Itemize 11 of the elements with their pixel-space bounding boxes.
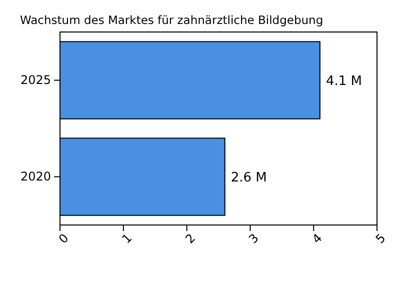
y-tick-label: 2020 — [20, 170, 51, 184]
data-label: 4.1 M — [326, 74, 362, 89]
x-tick-label: 3 — [246, 230, 262, 246]
y-tick-label: 2025 — [20, 73, 51, 88]
x-tick-label: 2 — [182, 230, 198, 246]
x-tick-label: 4 — [310, 230, 325, 246]
x-tick-label: 5 — [372, 230, 388, 246]
chart-title: Wachstum des Marktes für zahnärztliche Bildgebung — [20, 13, 324, 27]
x-tick-label: 0 — [56, 230, 72, 246]
x-tick-label: 1 — [119, 230, 135, 246]
data-label: 2.6 M — [230, 170, 267, 186]
